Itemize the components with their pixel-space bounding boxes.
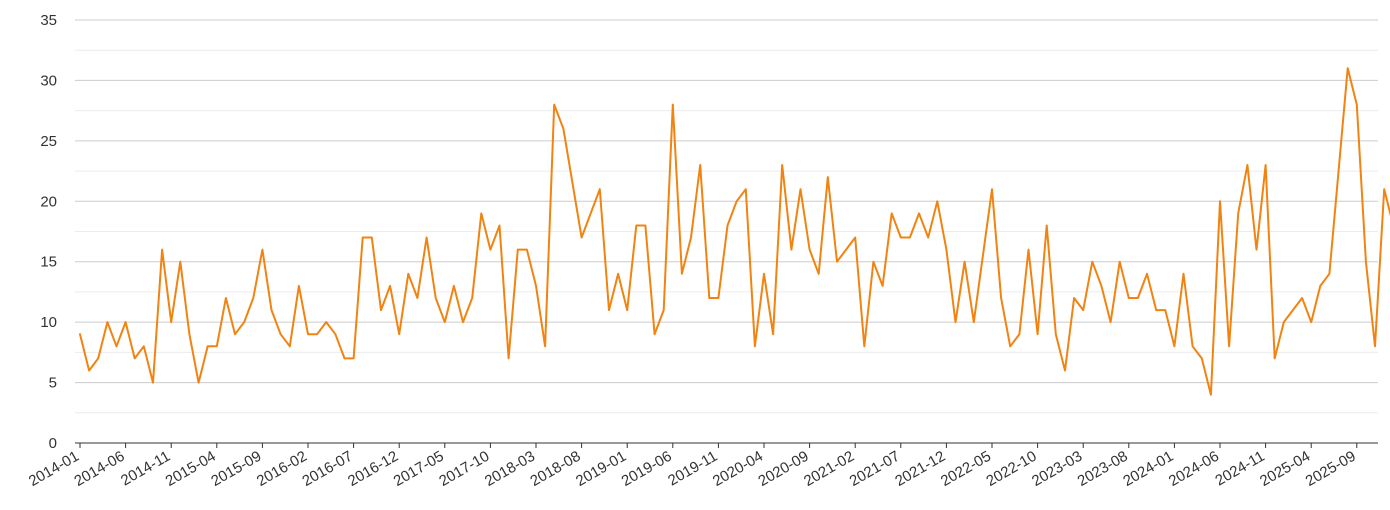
x-tick-label: 2014-06 — [71, 448, 127, 490]
x-tick-label: 2019-11 — [665, 448, 720, 490]
x-tick-label: 2025-04 — [1257, 448, 1313, 490]
x-tick-label: 2014-11 — [118, 448, 173, 490]
y-tick-label: 15 — [40, 254, 57, 271]
x-tick-label: 2017-05 — [391, 448, 447, 490]
x-tick-label: 2015-04 — [163, 448, 219, 490]
x-tick-label: 2022-10 — [983, 448, 1039, 490]
x-tick-label: 2017-10 — [436, 448, 492, 490]
x-tick-label: 2023-03 — [1029, 448, 1085, 490]
x-tick-label: 2023-08 — [1075, 448, 1131, 490]
x-tick-label: 2021-02 — [801, 448, 857, 490]
y-tick-label: 0 — [49, 435, 57, 452]
x-tick-label: 2018-08 — [527, 448, 583, 490]
x-tick-label: 2022-05 — [938, 448, 994, 490]
x-tick-label: 2015-09 — [208, 448, 264, 490]
y-axis: 0 5 10 15 20 25 30 35 — [40, 12, 57, 452]
series-line — [79, 67, 1390, 396]
x-tick-label: 2020-09 — [755, 448, 811, 490]
x-tick-label: 2019-01 — [573, 448, 629, 490]
y-tick-label: 20 — [40, 193, 57, 210]
y-tick-label: 30 — [40, 72, 57, 89]
x-tick-label: 2014-01 — [26, 448, 82, 490]
x-tick-label: 2024-06 — [1166, 448, 1222, 490]
x-tick-label: 2024-01 — [1120, 448, 1176, 490]
x-axis: 2014-012014-062014-112015-042015-092016-… — [26, 442, 1378, 490]
y-tick-label: 10 — [40, 314, 57, 331]
y-tick-label: 5 — [49, 375, 57, 392]
plot-area — [79, 67, 1390, 396]
x-tick-label: 2021-07 — [847, 448, 903, 490]
x-tick-label: 2024-11 — [1212, 448, 1267, 490]
y-tick-label: 35 — [40, 12, 57, 29]
grid-lines — [75, 19, 1378, 414]
x-tick-label: 2025-09 — [1303, 448, 1359, 490]
x-tick-label: 2016-12 — [345, 448, 401, 490]
x-tick-label: 2018-03 — [482, 448, 538, 490]
x-tick-label: 2019-06 — [619, 448, 675, 490]
x-tick-label: 2020-04 — [710, 448, 766, 490]
x-tick-label: 2021-12 — [892, 448, 948, 490]
x-tick-label: 2016-02 — [254, 448, 310, 490]
y-tick-label: 25 — [40, 133, 57, 150]
x-tick-label: 2016-07 — [299, 448, 355, 490]
